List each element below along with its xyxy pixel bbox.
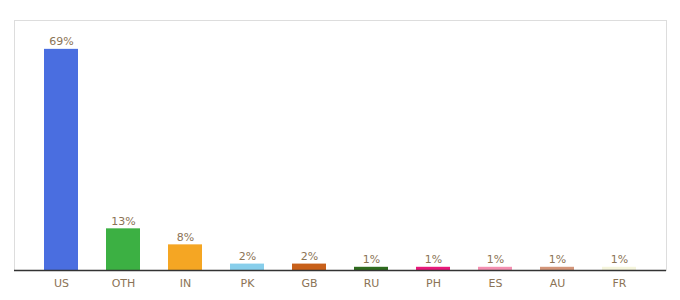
svg-text:1%: 1% bbox=[363, 253, 380, 266]
svg-text:1%: 1% bbox=[611, 253, 628, 266]
svg-text:PH: PH bbox=[426, 277, 441, 290]
svg-text:13%: 13% bbox=[111, 215, 135, 228]
svg-text:IN: IN bbox=[180, 277, 191, 290]
svg-text:2%: 2% bbox=[301, 250, 318, 263]
svg-text:PK: PK bbox=[241, 277, 256, 290]
svg-text:ES: ES bbox=[489, 277, 503, 290]
svg-text:1%: 1% bbox=[549, 253, 566, 266]
svg-text:8%: 8% bbox=[177, 231, 194, 244]
svg-text:FR: FR bbox=[613, 277, 627, 290]
svg-text:RU: RU bbox=[364, 277, 380, 290]
svg-text:AU: AU bbox=[550, 277, 566, 290]
svg-text:GB: GB bbox=[301, 277, 317, 290]
svg-text:US: US bbox=[54, 277, 69, 290]
svg-text:1%: 1% bbox=[425, 253, 442, 266]
svg-text:2%: 2% bbox=[239, 250, 256, 263]
svg-text:69%: 69% bbox=[49, 35, 73, 48]
svg-text:OTH: OTH bbox=[112, 277, 136, 290]
svg-text:1%: 1% bbox=[487, 253, 504, 266]
